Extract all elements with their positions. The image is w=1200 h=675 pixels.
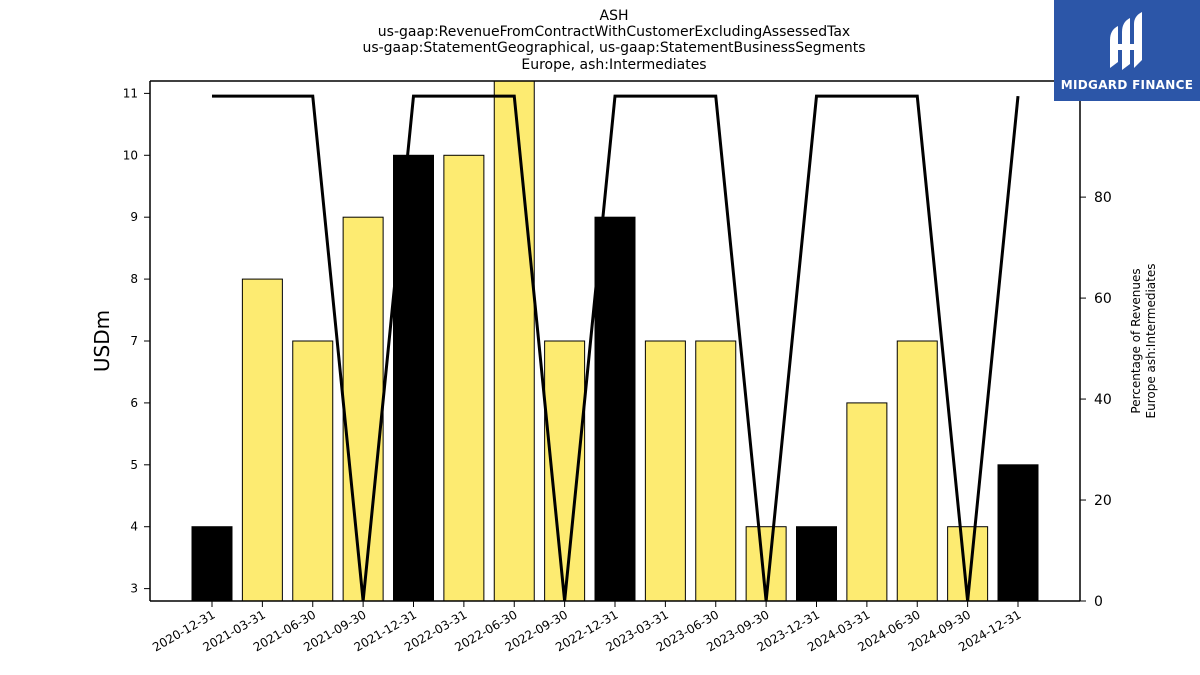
title-line-4: Europe, ash:Intermediates (521, 57, 706, 73)
bar-2024-03-31 (846, 402, 888, 602)
y-tick-label: 4 (130, 520, 138, 534)
y2-tick-label: 60 (1094, 291, 1112, 307)
bar-2023-03-31 (644, 340, 686, 602)
bar-2022-06-30 (493, 80, 535, 602)
x-axis-ticks: 2020-12-312021-03-312021-06-302021-09-30… (150, 601, 1024, 654)
y-tick-label: 5 (130, 458, 138, 472)
title-line-3: us-gaap:StatementGeographical, us-gaap:S… (362, 40, 865, 56)
y-axis-ticks: 3 4 5 6 7 8 9 10 11 (123, 86, 150, 596)
bar-2022-03-31 (443, 154, 485, 602)
bar-2020-12-31 (191, 526, 233, 602)
y2-tick-label: 80 (1094, 190, 1112, 206)
y2-tick-label: 40 (1094, 392, 1112, 408)
y2-axis-label-line-2: Europe ash:Intermediates (1144, 264, 1158, 419)
title-line-2: us-gaap:RevenueFromContractWithCustomerE… (378, 24, 850, 40)
y-axis-label: USDm (90, 310, 114, 372)
y-tick-label: 7 (130, 334, 138, 348)
y-tick-label: 11 (123, 86, 138, 100)
bar-2021-06-30 (292, 340, 334, 602)
midgard-finance-logo: MIDGARD FINANCE (1054, 0, 1200, 101)
title-line-1: ASH (600, 8, 629, 24)
bar-2024-12-31 (997, 464, 1039, 602)
y2-axis-label-line-1: Percentage of Revenues (1129, 268, 1143, 413)
y-tick-label: 6 (130, 396, 138, 410)
y2-tick-label: 20 (1094, 493, 1112, 509)
chart-title: ASH us-gaap:RevenueFromContractWithCusto… (362, 8, 865, 73)
bar-2023-06-30 (695, 340, 737, 602)
y-tick-label: 10 (123, 148, 138, 162)
y-tick-label: 9 (130, 210, 138, 224)
bar-2024-06-30 (896, 340, 938, 602)
logo-mark-icon (1110, 11, 1142, 70)
bar-2021-09-30 (342, 216, 384, 602)
bar-2023-12-31 (796, 526, 837, 602)
y-tick-label: 8 (130, 272, 138, 286)
bar-2021-03-31 (241, 278, 283, 602)
y2-tick-label: 0 (1094, 594, 1103, 610)
y-tick-label: 3 (130, 582, 138, 596)
logo-text: MIDGARD FINANCE (1060, 77, 1194, 92)
y2-axis-ticks: 020406080100 (1080, 89, 1121, 610)
bar-2022-12-31 (594, 216, 636, 602)
